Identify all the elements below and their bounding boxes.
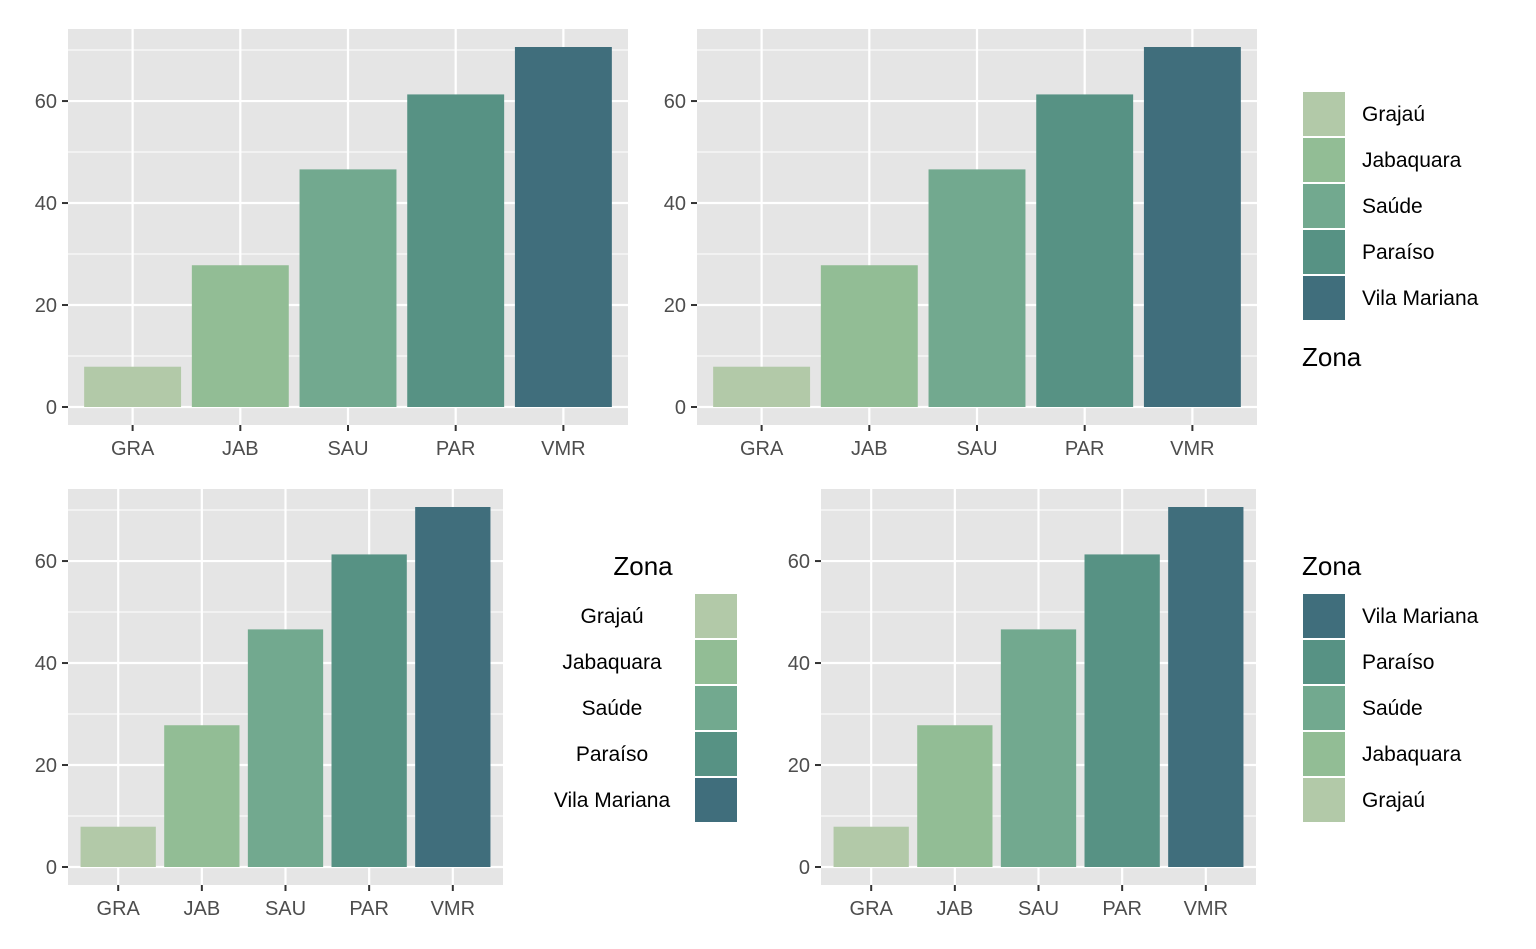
legend-label: Saúde xyxy=(582,697,643,720)
x-tick-label: PAR xyxy=(1065,438,1105,460)
legend-label: Grajaú xyxy=(1362,789,1425,812)
chart-panel-top-left: 0 20 40 60 GRA JAB SAU PAR VMR xyxy=(35,29,628,460)
y-tick-label: 0 xyxy=(675,397,686,419)
legend-key xyxy=(1301,90,1347,138)
bar-vmr xyxy=(1143,47,1241,407)
x-tick-label: JAB xyxy=(937,898,974,920)
legend-key xyxy=(693,730,739,778)
legend-label: Paraíso xyxy=(1362,651,1434,674)
legend-label: Paraíso xyxy=(1362,241,1434,264)
bar-vmr xyxy=(514,47,612,407)
y-tick-label: 40 xyxy=(664,193,686,215)
legend-label: Saúde xyxy=(1362,195,1423,218)
legend-label: Grajaú xyxy=(580,605,643,628)
legend-label: Jabaquara xyxy=(1362,743,1462,766)
bar-sau xyxy=(299,169,397,407)
legend-label: Vila Mariana xyxy=(1362,287,1479,310)
legend-key xyxy=(1301,684,1347,732)
legend-key xyxy=(1301,228,1347,276)
bar-jab xyxy=(820,265,918,407)
y-tick-label: 60 xyxy=(664,91,686,113)
y-tick-label: 0 xyxy=(46,857,57,879)
legend-key xyxy=(1301,136,1347,184)
x-tick-label: SAU xyxy=(1018,898,1059,920)
legend-title: Zona xyxy=(1302,551,1362,581)
bar-sau xyxy=(1000,629,1077,867)
legend-key xyxy=(1301,638,1347,686)
bar-vmr xyxy=(1168,507,1244,867)
bar-gra xyxy=(833,826,909,867)
bar-gra xyxy=(84,366,182,407)
y-tick-label: 20 xyxy=(788,755,810,777)
legend-key xyxy=(1301,182,1347,230)
y-tick-label: 40 xyxy=(788,653,810,675)
x-tick-label: SAU xyxy=(956,438,997,460)
legend-bottom-right: Zona Vila Mariana Paraíso Saúde Jabaquara Gra… xyxy=(1301,551,1479,824)
bar-par xyxy=(331,554,407,867)
legend-label: Vila Mariana xyxy=(554,789,671,812)
x-tick-label: SAU xyxy=(265,898,306,920)
legend-title: Zona xyxy=(1302,342,1362,372)
x-tick-label: PAR xyxy=(349,898,389,920)
legend-key xyxy=(693,684,739,732)
y-tick-label: 60 xyxy=(788,551,810,573)
legend-label: Grajaú xyxy=(1362,103,1425,126)
bar-sau xyxy=(928,169,1026,407)
legend-key xyxy=(693,638,739,686)
x-tick-label: VMR xyxy=(1170,438,1214,460)
bar-sau xyxy=(247,629,324,867)
bar-par xyxy=(1084,554,1160,867)
y-tick-label: 0 xyxy=(799,857,810,879)
chart-panel-bottom-right: 0 20 40 60 GRA JAB SAU PAR VMR xyxy=(788,489,1256,920)
legend-key xyxy=(1301,274,1347,322)
x-tick-label: GRA xyxy=(97,898,141,920)
y-tick-label: 60 xyxy=(35,551,57,573)
x-tick-label: JAB xyxy=(184,898,221,920)
legend-label: Jabaquara xyxy=(562,651,662,674)
chart-panel-top-right: 0 20 40 60 GRA JAB SAU PAR VMR xyxy=(664,29,1257,460)
x-tick-label: PAR xyxy=(1102,898,1142,920)
legend-key xyxy=(693,776,739,824)
x-tick-label: GRA xyxy=(850,898,894,920)
y-tick-label: 40 xyxy=(35,653,57,675)
legend-key xyxy=(1301,776,1347,824)
x-tick-label: VMR xyxy=(431,898,475,920)
x-tick-label: PAR xyxy=(436,438,476,460)
chart-panel-bottom-left: 0 20 40 60 GRA JAB SAU PAR VMR xyxy=(35,489,503,920)
y-tick-label: 0 xyxy=(46,397,57,419)
x-tick-label: JAB xyxy=(222,438,259,460)
y-tick-label: 40 xyxy=(35,193,57,215)
y-tick-label: 60 xyxy=(35,91,57,113)
x-tick-label: GRA xyxy=(740,438,784,460)
legend-label: Vila Mariana xyxy=(1362,605,1479,628)
legend-key xyxy=(1301,592,1347,640)
legend-top-right: Grajaú Jabaquara Saúde Paraíso Vila Mariana Z… xyxy=(1301,90,1479,372)
y-tick-label: 20 xyxy=(664,295,686,317)
y-tick-label: 20 xyxy=(35,295,57,317)
bar-par xyxy=(407,94,505,408)
bar-jab xyxy=(164,725,240,867)
y-tick-label: 20 xyxy=(35,755,57,777)
x-tick-label: SAU xyxy=(327,438,368,460)
legend-key xyxy=(1301,730,1347,778)
legend-label: Paraíso xyxy=(576,743,648,766)
x-tick-label: VMR xyxy=(1184,898,1228,920)
x-tick-label: GRA xyxy=(111,438,155,460)
legend-label: Saúde xyxy=(1362,697,1423,720)
legend-title: Zona xyxy=(613,551,673,581)
bar-gra xyxy=(80,826,156,867)
legend-label: Jabaquara xyxy=(1362,149,1462,172)
bar-gra xyxy=(713,366,811,407)
bar-jab xyxy=(191,265,289,407)
legend-key xyxy=(693,592,739,640)
x-tick-label: VMR xyxy=(541,438,585,460)
bar-jab xyxy=(917,725,993,867)
bar-par xyxy=(1036,94,1134,408)
x-tick-label: JAB xyxy=(851,438,888,460)
legend-bottom-left: Zona Grajaú Jabaquara Saúde Paraíso Vila Mari… xyxy=(554,551,739,824)
bar-vmr xyxy=(415,507,491,867)
